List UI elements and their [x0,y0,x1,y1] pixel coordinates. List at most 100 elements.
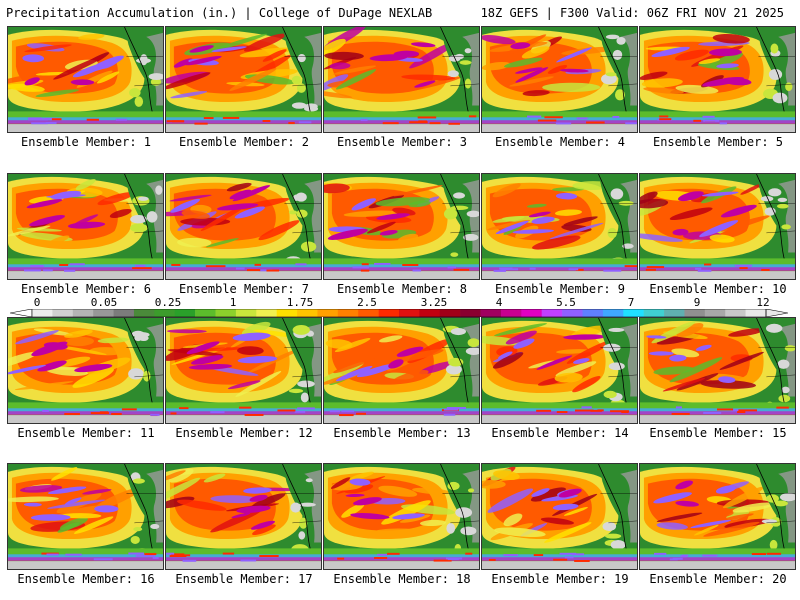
ensemble-member-map [481,173,638,280]
colorbar-segment [317,309,339,317]
ensemble-member-label: Ensemble Member: 19 [491,572,629,586]
ensemble-member-map [639,26,796,133]
precip-map [166,27,321,132]
precip-map [324,27,479,132]
ensemble-member-label: Ensemble Member: 1 [20,135,152,149]
precip-map [324,174,479,279]
colorbar-segment [419,309,441,317]
colorbar-max-arrow [765,309,788,317]
ensemble-member-map [165,317,322,424]
precip-map [8,174,163,279]
ensemble-member-map [481,317,638,424]
colorbar-segment [72,309,94,317]
precip-map [166,174,321,279]
colorbar-segment [562,309,583,317]
colorbar-segment [460,309,481,317]
colorbar-segment [684,309,706,317]
colorbar-segment [602,309,624,317]
ensemble-member-label: Ensemble Member: 20 [649,572,787,586]
ensemble-member-label: Ensemble Member: 16 [17,572,155,586]
colorbar-segment [664,309,685,317]
precip-map [166,318,321,423]
ensemble-member-label: Ensemble Member: 10 [649,282,787,296]
ensemble-member-map [323,317,480,424]
ensemble-member-map [165,463,322,570]
colorbar-tick-label: 4 [495,296,503,309]
ensemble-member-label: Ensemble Member: 6 [20,282,152,296]
colorbar-segment [745,309,767,317]
ensemble-member-label: Ensemble Member: 8 [336,282,468,296]
colorbar-tick-label: 12 [756,296,770,309]
colorbar-segment [113,309,135,317]
ensemble-member-map [323,463,480,570]
ensemble-member-map [639,463,796,570]
colorbar-tick-label: 9 [693,296,701,309]
colorbar-segment [623,309,644,317]
precip-map [166,464,321,569]
ensemble-member-map [481,463,638,570]
colorbar-segment [154,309,176,317]
colorbar-segment [378,309,400,317]
colorbar-segment [358,309,379,317]
colorbar-segment [235,309,257,317]
colorbar-min-arrow [10,309,33,317]
colorbar-tick-label: 0.05 [90,296,118,309]
precip-map [8,464,163,569]
ensemble-member-map [165,26,322,133]
colorbar-tick-label: 1.75 [286,296,314,309]
colorbar-segment [643,309,665,317]
precip-map [324,318,479,423]
ensemble-member-map [639,173,796,280]
map-title: Precipitation Accumulation (in.) | Colle… [6,6,433,20]
precip-map [640,464,795,569]
ensemble-member-map [7,173,164,280]
colorbar-tick-label: 3.25 [420,296,448,309]
colorbar-segment [337,309,359,317]
precip-map [324,464,479,569]
precip-map [482,174,637,279]
colorbar-segment [133,309,155,317]
ensemble-member-label: Ensemble Member: 14 [491,426,629,440]
precip-map [8,318,163,423]
ensemble-member-label: Ensemble Member: 4 [494,135,626,149]
colorbar-segment [93,309,114,317]
colorbar-tick-label: 2.5 [357,296,377,309]
ensemble-member-label: Ensemble Member: 15 [649,426,787,440]
ensemble-member-label: Ensemble Member: 17 [175,572,313,586]
precip-map [482,318,637,423]
colorbar-segment [399,309,420,317]
colorbar-segment [480,309,502,317]
colorbar-segment [725,309,746,317]
ensemble-member-map [7,463,164,570]
ensemble-member-label: Ensemble Member: 9 [494,282,626,296]
colorbar-tick-label: 7 [627,296,635,309]
ensemble-member-label: Ensemble Member: 18 [333,572,471,586]
colorbar-tick-label: 5.5 [556,296,576,309]
precip-map [640,174,795,279]
run-valid-time: 18Z GEFS | F300 Valid: 06Z FRI NOV 21 20… [480,6,784,20]
colorbar-segment [174,309,196,317]
colorbar-tick-label: 1 [229,296,237,309]
ensemble-member-label: Ensemble Member: 7 [178,282,310,296]
colorbar-segment [541,309,563,317]
colorbar-segment [297,309,318,317]
colorbar-segment [500,309,522,317]
colorbar-tick-label: 0 [33,296,41,309]
precip-map [640,27,795,132]
ensemble-member-map [323,26,480,133]
colorbar-segment [52,309,74,317]
colorbar-segment [195,309,216,317]
ensemble-member-map [323,173,480,280]
ensemble-member-label: Ensemble Member: 3 [336,135,468,149]
colorbar-segment [215,309,237,317]
ensemble-member-map [639,317,796,424]
ensemble-member-label: Ensemble Member: 11 [17,426,155,440]
ensemble-member-label: Ensemble Member: 13 [333,426,471,440]
precip-map [8,27,163,132]
colorbar-segment [439,309,461,317]
ensemble-member-map [7,317,164,424]
colorbar-segment [276,309,298,317]
colorbar-segment [256,309,277,317]
precip-map [640,318,795,423]
ensemble-member-map [481,26,638,133]
